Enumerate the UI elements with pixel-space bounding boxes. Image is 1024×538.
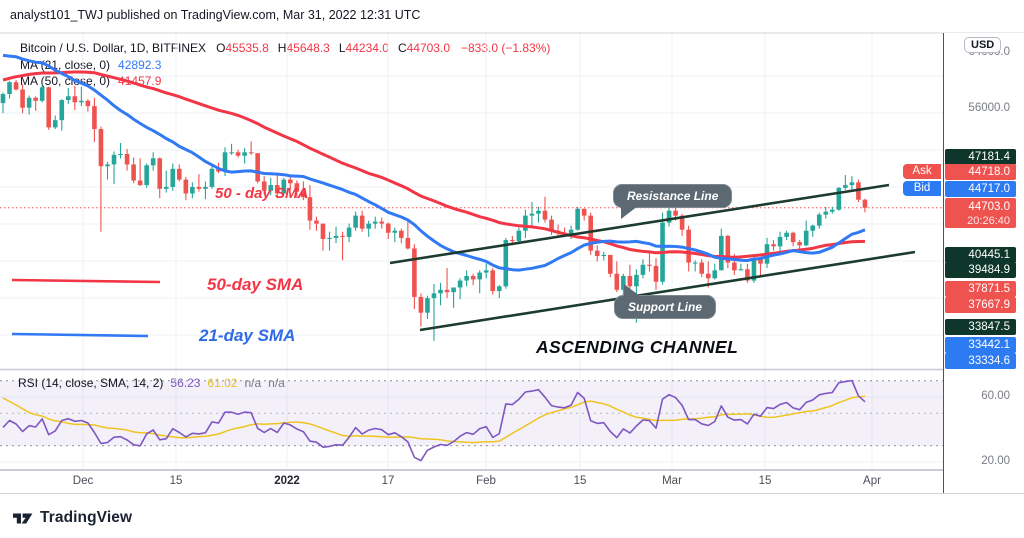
price-tag: 33847.5 bbox=[945, 319, 1016, 335]
rsi-value: n/a bbox=[268, 376, 285, 390]
rsi-axis-label: 20.00 bbox=[981, 455, 1010, 467]
rsi-legend-label: RSI (14, close, SMA, 14, 2) bbox=[18, 376, 164, 390]
price-tag: 47181.4 bbox=[945, 149, 1016, 165]
gridlines bbox=[0, 33, 943, 470]
sma50-label: 50-day SMA bbox=[207, 275, 304, 294]
price-tag: 33442.1 bbox=[945, 337, 1016, 353]
tradingview-brand-text: TradingView bbox=[40, 509, 133, 526]
ohlc-L: L44234.0 bbox=[338, 41, 389, 55]
price-tag: 39484.9 bbox=[945, 262, 1016, 278]
candlesticks bbox=[0, 80, 868, 341]
time-tick-2022: 2022 bbox=[274, 475, 300, 487]
ohlc-values: O45535.8 H45648.3 L44234.0 C44703.0 bbox=[216, 41, 459, 55]
sma21-label: 21-day SMA bbox=[199, 326, 296, 345]
pane-borders bbox=[0, 32, 1024, 494]
tradingview-logo-icon bbox=[13, 513, 33, 523]
price-tag: 44703.0 20:26:40 bbox=[945, 198, 1016, 228]
ascending-channel-lines[interactable] bbox=[389, 183, 916, 332]
time-tick-Mar: Mar bbox=[662, 475, 682, 487]
change-value: −833.0 (−1.83%) bbox=[461, 41, 551, 55]
resistance-line-label: Resistance Line bbox=[627, 189, 719, 203]
price-tag: 33334.6 bbox=[945, 353, 1016, 369]
ask-tag: Ask bbox=[903, 164, 941, 179]
time-tick-17: 17 bbox=[381, 475, 395, 487]
time-tick-Feb: Feb bbox=[476, 475, 496, 487]
published-line: analyst101_TWJ published on TradingView.… bbox=[10, 8, 421, 22]
price-tag: 44718.0 bbox=[945, 164, 1016, 180]
price-tag: 37667.9 bbox=[945, 297, 1016, 313]
tradingview-brand[interactable]: TradingView bbox=[13, 509, 132, 527]
time-tick-15: 15 bbox=[169, 475, 183, 487]
time-tick-15: 15 bbox=[758, 475, 772, 487]
rsi-values: 56.23 61.02 n/a n/a bbox=[170, 376, 291, 390]
rsi-band bbox=[0, 380, 943, 447]
rsi-value: n/a bbox=[244, 376, 262, 390]
rsi-lines bbox=[2, 379, 866, 462]
time-tick-Apr: Apr bbox=[863, 475, 881, 487]
currency-button[interactable]: USD bbox=[964, 37, 1002, 53]
support-line-callout[interactable]: Support Line bbox=[614, 284, 716, 319]
rsi-legend[interactable]: RSI (14, close, SMA, 14, 2) 56.23 61.02 n/… bbox=[18, 376, 299, 390]
rsi-value: 56.23 bbox=[170, 376, 201, 390]
time-tick-15: 15 bbox=[573, 475, 587, 487]
ma21-value: 42892.3 bbox=[118, 58, 162, 72]
sma50-midchart-label: 50 - day SMA bbox=[215, 185, 309, 202]
symbol-legend[interactable]: Bitcoin / U.S. Dollar, 1D, BITFINEX O455… bbox=[20, 41, 550, 55]
resistance-line-callout[interactable]: Resistance Line bbox=[613, 184, 733, 219]
rsi-value: 61.02 bbox=[207, 376, 238, 390]
time-tick-Dec: Dec bbox=[72, 475, 94, 487]
sma-legend-swatches bbox=[11, 278, 161, 338]
bid-tag: Bid bbox=[903, 181, 941, 196]
symbol-title: Bitcoin / U.S. Dollar, 1D, BITFINEX bbox=[20, 41, 207, 55]
ma50-value: 41457.9 bbox=[118, 74, 162, 88]
moving-average-lines bbox=[2, 53, 866, 272]
price-tag: 37871.5 bbox=[945, 281, 1016, 297]
published-bar: analyst101_TWJ published on TradingView.… bbox=[0, 0, 1024, 30]
ohlc-C: C44703.0 bbox=[397, 41, 450, 55]
price-tag: 40445.1 bbox=[945, 247, 1016, 263]
ascending-channel-label: ASCENDING CHANNEL bbox=[536, 337, 739, 357]
support-line-label: Support Line bbox=[628, 300, 702, 314]
price-tag: 44717.0 bbox=[945, 181, 1016, 197]
ohlc-H: H45648.3 bbox=[277, 41, 330, 55]
axis-divider bbox=[943, 33, 944, 493]
rsi-axis-label: 60.00 bbox=[981, 390, 1010, 402]
price-axis-label: 56000.0 bbox=[968, 102, 1010, 114]
ohlc-O: O45535.8 bbox=[216, 41, 269, 55]
